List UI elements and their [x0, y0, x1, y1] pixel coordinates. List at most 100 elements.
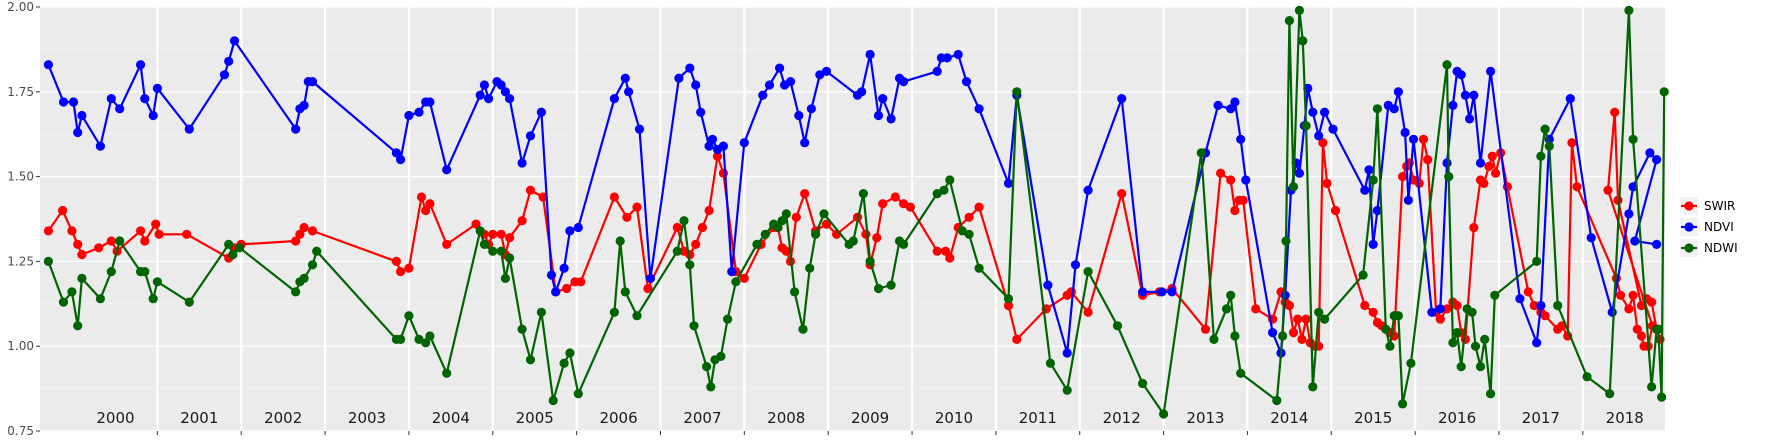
year-label: 2007	[683, 409, 721, 427]
data-point-ndwi	[1393, 311, 1403, 321]
data-point-ndvi	[1465, 114, 1475, 124]
data-point-ndwi	[1045, 358, 1055, 368]
legend-key-point	[1684, 201, 1694, 211]
data-point-swir	[538, 192, 548, 202]
data-point-ndwi	[716, 351, 726, 361]
data-point-ndwi	[95, 294, 105, 304]
data-point-ndvi	[1475, 158, 1486, 168]
y-tick-label: 0.75	[7, 424, 34, 438]
data-point-ndvi	[764, 80, 775, 90]
data-point-ndvi	[1442, 158, 1452, 168]
data-point-ndwi	[1456, 362, 1466, 372]
data-point-swir	[1484, 161, 1494, 171]
data-point-ndwi	[1385, 341, 1395, 351]
year-label: 2005	[516, 409, 554, 427]
data-point-swir	[525, 185, 536, 195]
data-point-ndvi	[696, 107, 706, 117]
data-point-ndwi	[620, 287, 630, 297]
data-point-swir	[1632, 324, 1642, 334]
data-point-swir	[182, 229, 192, 239]
data-point-ndvi	[95, 141, 105, 151]
data-point-swir	[704, 205, 714, 216]
data-point-swir	[562, 283, 572, 294]
data-point-swir	[1647, 297, 1657, 307]
data-point-swir	[974, 202, 984, 212]
data-point-ndvi	[1456, 70, 1466, 80]
data-point-ndvi	[674, 73, 684, 83]
data-point-ndwi	[152, 277, 162, 287]
data-point-ndwi	[723, 314, 733, 324]
data-point-ndwi	[1372, 104, 1382, 114]
year-labels: 2000 2001 2002 2003 2004 2005 2006 2007 2008 2009…	[96, 409, 1643, 427]
data-point-ndwi	[945, 175, 955, 185]
data-point-ndwi	[848, 236, 858, 246]
data-point-ndwi	[1308, 382, 1318, 392]
data-point-swir	[576, 277, 586, 287]
data-point-ndvi	[229, 36, 240, 46]
data-point-ndwi	[865, 256, 875, 266]
year-label: 2013	[1186, 409, 1224, 427]
data-point-ndvi	[1486, 66, 1496, 76]
data-point-ndvi	[1372, 205, 1382, 216]
data-point-ndvi	[878, 94, 888, 104]
data-point-ndwi	[573, 389, 583, 399]
data-point-ndvi	[685, 63, 695, 73]
data-point-swir	[67, 226, 77, 236]
legend-item-swir: SWIR	[1680, 197, 1735, 215]
data-point-ndwi	[548, 395, 558, 406]
data-point-swir	[941, 246, 951, 256]
data-point-ndvi	[1070, 260, 1081, 270]
year-label: 2015	[1354, 409, 1392, 427]
data-point-ndwi	[307, 260, 318, 270]
data-point-ndwi	[964, 229, 974, 239]
data-point-ndvi	[1083, 185, 1093, 195]
data-point-ndwi	[479, 239, 489, 249]
data-point-ndvi	[442, 165, 452, 175]
data-point-ndwi	[1490, 290, 1500, 300]
data-point-ndvi	[1652, 155, 1662, 165]
data-point-ndwi	[1278, 331, 1288, 341]
data-point-swir	[73, 239, 83, 249]
data-point-ndwi	[67, 287, 77, 297]
data-point-ndwi	[1062, 385, 1072, 395]
data-point-swir	[1318, 138, 1328, 148]
data-point-ndwi	[760, 229, 770, 239]
data-point-ndwi	[565, 348, 575, 358]
data-point-ndwi	[974, 263, 984, 273]
data-point-ndwi	[1112, 321, 1123, 331]
data-point-ndvi	[1427, 307, 1437, 317]
data-point-ndvi	[77, 110, 87, 121]
data-point-ndvi	[1320, 107, 1330, 117]
data-point-ndwi	[1083, 267, 1093, 277]
data-point-ndwi	[1012, 87, 1022, 97]
data-point-swir	[1423, 155, 1433, 165]
data-point-ndvi	[425, 97, 435, 107]
data-point-ndwi	[1294, 5, 1304, 16]
data-point-ndwi	[689, 321, 699, 331]
data-point-ndvi	[800, 138, 810, 148]
legend-label: SWIR	[1704, 199, 1735, 213]
data-point-ndwi	[1284, 16, 1294, 26]
legend-label: NDWI	[1704, 241, 1738, 255]
data-point-ndwi	[819, 209, 829, 219]
data-point-ndwi	[1301, 121, 1311, 131]
data-point-ndwi	[685, 260, 695, 270]
year-label: 2002	[264, 409, 302, 427]
data-point-swir	[291, 236, 301, 246]
data-point-ndwi	[886, 280, 896, 290]
data-point-ndwi	[1406, 358, 1416, 368]
minor-gridlines	[40, 49, 1665, 389]
data-point-swir	[1083, 307, 1093, 317]
data-point-ndwi	[1605, 389, 1615, 399]
data-point-ndwi	[404, 311, 414, 321]
data-point-swir	[1435, 314, 1445, 324]
legend-item-ndwi: NDWI	[1680, 239, 1738, 257]
legend-key-point	[1684, 222, 1694, 232]
series-swir	[43, 107, 1665, 351]
data-point-swir	[517, 216, 527, 226]
x-axis	[156, 431, 1584, 435]
data-point-swir	[1479, 178, 1489, 188]
y-axis: 0.75 1.00 1.25 1.50 1.75 2.00	[7, 0, 40, 438]
data-point-ndvi	[758, 90, 768, 100]
data-point-ndvi	[224, 56, 234, 66]
